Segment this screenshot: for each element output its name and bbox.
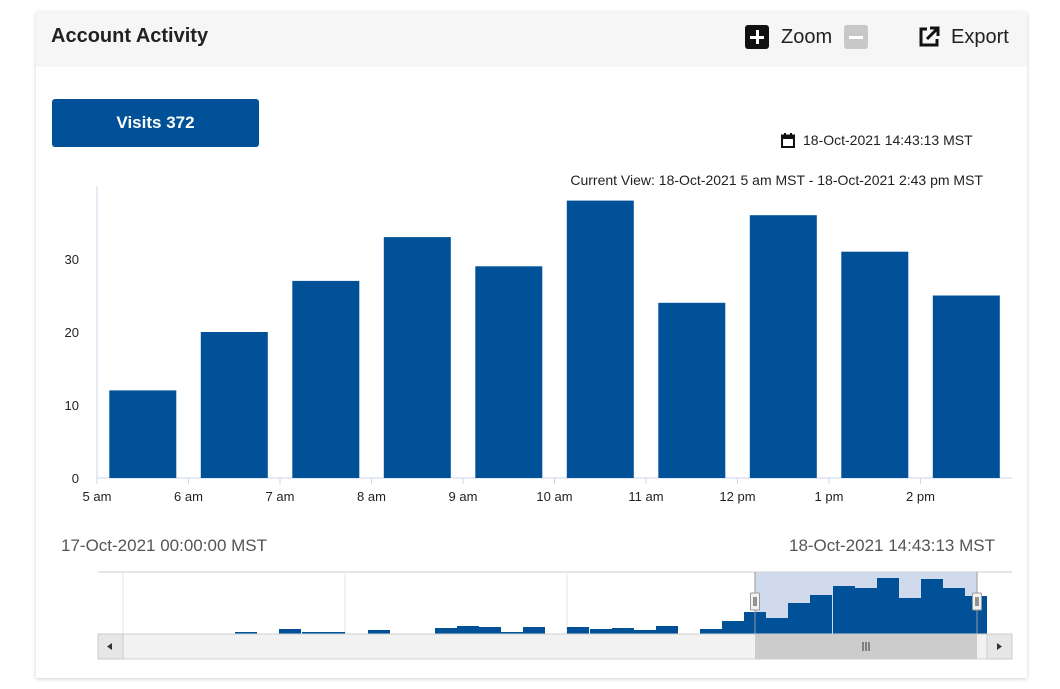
navigator-bar: [943, 588, 965, 634]
range-end-label: 18-Oct-2021 14:43:13 MST: [788, 536, 995, 555]
navigator-bar: [590, 629, 612, 634]
navigator-bar: [368, 630, 390, 634]
x-axis-tick-label: 2 pm: [906, 489, 935, 504]
current-view-label: Current View: 18-Oct-2021 5 am MST - 18-…: [570, 172, 983, 188]
navigator-bar: [899, 598, 921, 634]
x-axis-tick-label: 11 am: [628, 489, 663, 504]
navigator: [98, 571, 1012, 634]
navigator-bar: [810, 595, 832, 634]
navigator-bar: [877, 578, 899, 634]
navigator-bar: [501, 632, 523, 634]
x-axis-tick-label: 9 am: [449, 489, 478, 504]
x-axis-tick-label: 12 pm: [719, 489, 755, 504]
y-axis-tick-label: 30: [65, 252, 79, 267]
bar[interactable]: [200, 332, 268, 478]
navigator-bar: [279, 629, 301, 634]
zoom-controls: Zoom: [745, 24, 869, 50]
range-start-label: 17-Oct-2021 00:00:00 MST: [61, 536, 268, 555]
card-title: Account Activity: [51, 25, 209, 47]
bar[interactable]: [841, 251, 909, 478]
export-label: Export: [951, 25, 1009, 48]
navigator-bar: [700, 629, 722, 634]
zoom-out-icon[interactable]: [844, 25, 869, 49]
bar-series: [109, 200, 1000, 479]
navigator-bar: [457, 626, 479, 634]
navigator-bar: [302, 632, 345, 634]
y-axis-tick-label: 20: [65, 325, 79, 340]
y-axis-tick-label: 0: [72, 471, 79, 486]
calendar-icon: [781, 132, 795, 148]
navigator-bar: [921, 579, 943, 634]
navigator-bar: [833, 586, 855, 634]
navigator-bar: [855, 588, 877, 634]
external-link-icon: [919, 26, 940, 47]
x-axis-tick-label: 6 am: [174, 489, 203, 504]
x-axis-tick-label: 10 am: [536, 489, 572, 504]
navigator-bar: [612, 628, 634, 634]
navigator-bar: [634, 630, 656, 634]
bar[interactable]: [109, 390, 177, 478]
y-axis-tick-label: 10: [65, 398, 79, 413]
scrollbar-grip-icon: [862, 642, 870, 651]
x-axis-tick-label: 5 am: [83, 489, 112, 504]
navigator-bar: [788, 603, 810, 634]
bar[interactable]: [932, 295, 1000, 479]
navigator-bar: [523, 627, 545, 634]
chevron-left-icon: [107, 643, 112, 650]
x-axis-tick-label: 7 am: [266, 489, 295, 504]
navigator-right-handle[interactable]: [972, 592, 982, 611]
card-header: Account Activity Zoom Export: [36, 12, 1027, 67]
y-axis-ticks: 0 10 20 30: [65, 252, 79, 486]
navigator-bar: [479, 627, 501, 634]
x-axis-ticks: 5 am 6 am 7 am 8 am 9 am 10 am 11 am 12 pm 1 pm 2…: [83, 478, 935, 504]
visits-button[interactable]: Visits 372: [52, 99, 259, 147]
navigator-bar: [235, 632, 257, 634]
bar[interactable]: [566, 200, 634, 478]
x-axis-tick-label: 1 pm: [815, 489, 844, 504]
bar[interactable]: [292, 280, 360, 478]
timestamp: 18-Oct-2021 14:43:13 MST: [781, 132, 973, 148]
navigator-bar: [722, 621, 744, 634]
chevron-right-icon: [997, 643, 1002, 650]
zoom-in-icon[interactable]: [745, 25, 769, 49]
bar[interactable]: [749, 215, 817, 478]
navigator-bar-series: [235, 578, 987, 634]
navigator-bar: [435, 628, 457, 634]
zoom-label: Zoom: [781, 25, 833, 48]
navigator-bar: [766, 618, 788, 634]
navigator-bar: [567, 627, 589, 634]
navigator-scrollbar[interactable]: [97, 633, 1013, 660]
navigator-left-handle[interactable]: [750, 592, 760, 611]
export-button[interactable]: Export: [917, 24, 1009, 50]
bar[interactable]: [475, 266, 543, 478]
navigator-bar: [656, 626, 678, 634]
bar[interactable]: [658, 302, 726, 478]
timestamp-text: 18-Oct-2021 14:43:13 MST: [803, 132, 973, 148]
bar[interactable]: [383, 237, 451, 478]
x-axis-tick-label: 8 am: [357, 489, 386, 504]
